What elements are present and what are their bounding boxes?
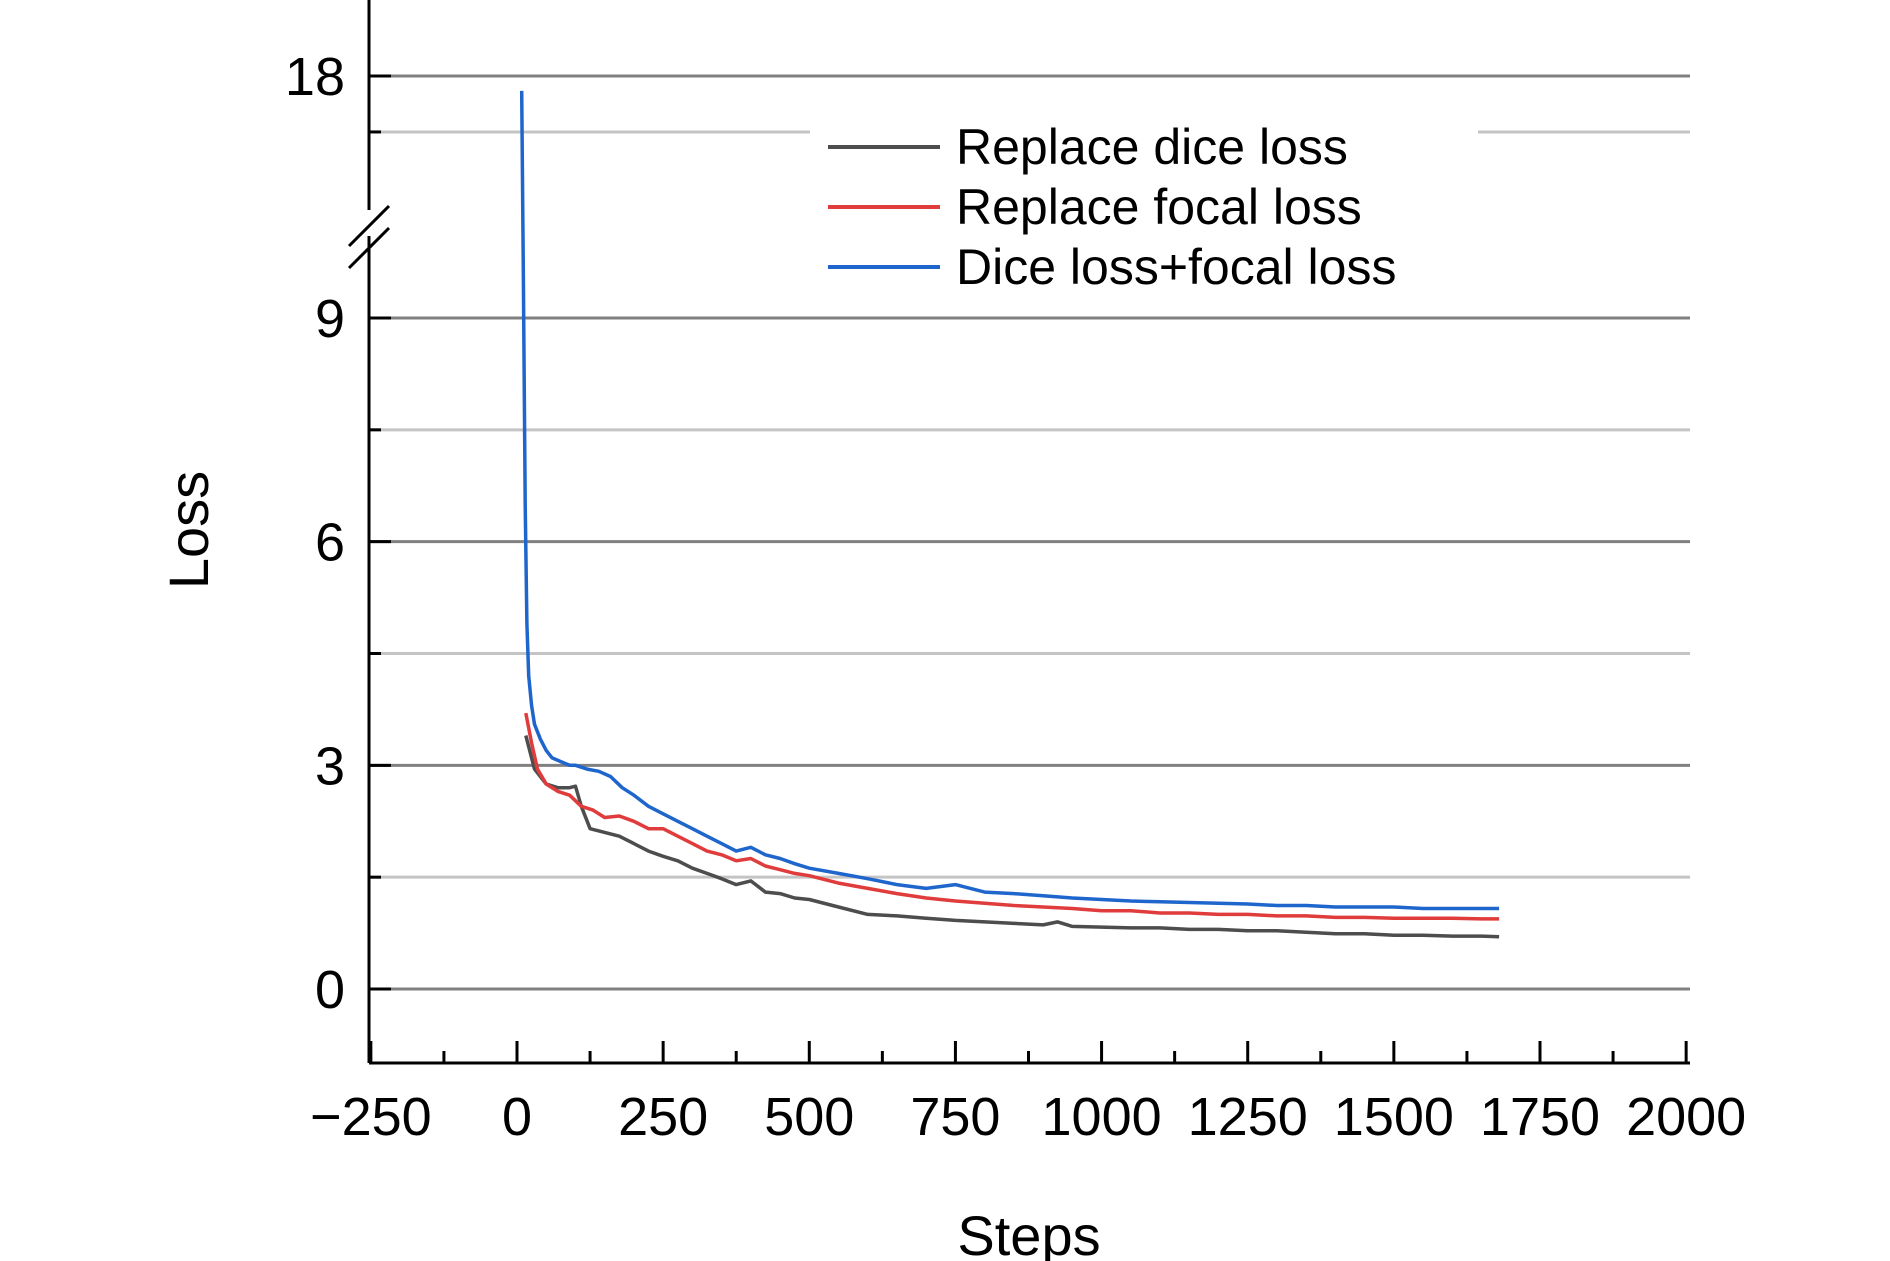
series-line-1 bbox=[524, 712, 1500, 921]
x-tick-label: 750 bbox=[910, 1087, 1000, 1147]
y-tick-label: 18 bbox=[285, 47, 345, 107]
x-tick-label: −250 bbox=[310, 1087, 432, 1147]
x-tick-label: 250 bbox=[618, 1087, 708, 1147]
x-tick-label: 0 bbox=[502, 1087, 532, 1147]
x-tick-label: 1750 bbox=[1480, 1087, 1600, 1147]
x-axis-title: Steps bbox=[957, 1204, 1100, 1261]
y-tick-label: 6 bbox=[315, 513, 345, 573]
legend-label: Dice loss+focal loss bbox=[956, 239, 1396, 295]
legend-label: Replace dice loss bbox=[956, 119, 1348, 175]
series-line-2 bbox=[519, 90, 1500, 911]
y-tick-label: 0 bbox=[315, 960, 345, 1020]
tick-labels: 0 3 6 9 18 −250 0 250 500 750 1000 1250 1500 1750 2000 bbox=[285, 47, 1746, 1147]
x-tick-label: 500 bbox=[764, 1087, 854, 1147]
x-tick-label: 2000 bbox=[1626, 1087, 1746, 1147]
y-tick-label: 3 bbox=[315, 736, 345, 796]
x-tick-label: 1500 bbox=[1334, 1087, 1454, 1147]
axis-break-marks bbox=[347, 204, 391, 270]
break-mark bbox=[347, 204, 391, 248]
y-tick-label: 9 bbox=[315, 289, 345, 349]
y-axis-title: Loss bbox=[157, 471, 220, 589]
series-line-0 bbox=[524, 735, 1500, 939]
legend-label: Replace focal loss bbox=[956, 179, 1362, 235]
ticks bbox=[369, 74, 1688, 1063]
x-tick-label: 1250 bbox=[1188, 1087, 1308, 1147]
series-lines bbox=[519, 90, 1500, 939]
x-tick-label: 1000 bbox=[1042, 1087, 1162, 1147]
break-mark bbox=[347, 226, 391, 270]
